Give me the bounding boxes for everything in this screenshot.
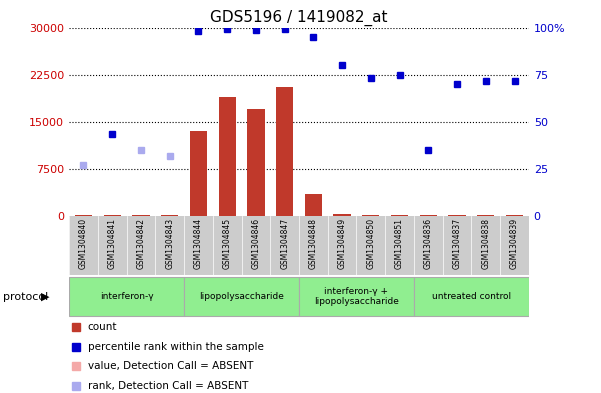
Bar — [127, 216, 155, 275]
Text: untreated control: untreated control — [432, 292, 511, 301]
Text: GSM1304848: GSM1304848 — [309, 218, 318, 269]
Text: GSM1304843: GSM1304843 — [165, 218, 174, 269]
Bar — [98, 216, 127, 275]
Text: rank, Detection Call = ABSENT: rank, Detection Call = ABSENT — [88, 380, 248, 391]
Text: GSM1304851: GSM1304851 — [395, 218, 404, 269]
Bar — [161, 215, 178, 216]
Text: GSM1304838: GSM1304838 — [481, 218, 490, 269]
Bar — [305, 194, 322, 216]
Text: count: count — [88, 322, 117, 332]
Bar — [276, 87, 293, 216]
Bar — [132, 215, 150, 216]
Text: GSM1304840: GSM1304840 — [79, 218, 88, 269]
Text: interferon-γ: interferon-γ — [100, 292, 153, 301]
Text: GSM1304850: GSM1304850 — [367, 218, 376, 269]
Bar — [69, 216, 98, 275]
Bar — [356, 216, 385, 275]
Bar — [506, 215, 523, 216]
Text: GSM1304845: GSM1304845 — [222, 218, 231, 269]
Text: GSM1304847: GSM1304847 — [280, 218, 289, 269]
Bar — [362, 215, 379, 216]
Bar — [414, 216, 443, 275]
Bar — [75, 215, 92, 216]
Text: percentile rank within the sample: percentile rank within the sample — [88, 342, 263, 352]
Text: ▶: ▶ — [41, 292, 49, 302]
Bar — [155, 216, 184, 275]
Text: protocol: protocol — [3, 292, 48, 302]
Bar — [443, 216, 471, 275]
Bar — [213, 216, 242, 275]
Bar — [247, 109, 264, 216]
Bar — [334, 214, 351, 216]
Bar — [391, 215, 408, 216]
Text: GSM1304837: GSM1304837 — [453, 218, 462, 269]
Bar — [419, 215, 437, 216]
Bar — [184, 277, 299, 316]
Text: value, Detection Call = ABSENT: value, Detection Call = ABSENT — [88, 361, 253, 371]
Bar — [103, 215, 121, 216]
Text: GSM1304846: GSM1304846 — [251, 218, 260, 269]
Bar — [477, 215, 495, 216]
Bar — [414, 277, 529, 316]
Bar — [299, 216, 328, 275]
Bar — [448, 215, 466, 216]
Bar — [242, 216, 270, 275]
Bar — [69, 277, 184, 316]
Title: GDS5196 / 1419082_at: GDS5196 / 1419082_at — [210, 10, 388, 26]
Text: interferon-γ +
lipopolysaccharide: interferon-γ + lipopolysaccharide — [314, 287, 399, 307]
Text: GSM1304849: GSM1304849 — [338, 218, 347, 269]
Bar — [385, 216, 414, 275]
Text: GSM1304841: GSM1304841 — [108, 218, 117, 269]
Text: GSM1304844: GSM1304844 — [194, 218, 203, 269]
Text: GSM1304842: GSM1304842 — [136, 218, 145, 269]
Bar — [500, 216, 529, 275]
Bar — [219, 97, 236, 216]
Bar — [328, 216, 356, 275]
Text: GSM1304839: GSM1304839 — [510, 218, 519, 269]
Bar — [190, 131, 207, 216]
Text: GSM1304836: GSM1304836 — [424, 218, 433, 269]
Bar — [184, 216, 213, 275]
Text: lipopolysaccharide: lipopolysaccharide — [199, 292, 284, 301]
Bar — [270, 216, 299, 275]
Bar — [471, 216, 500, 275]
Bar — [299, 277, 414, 316]
